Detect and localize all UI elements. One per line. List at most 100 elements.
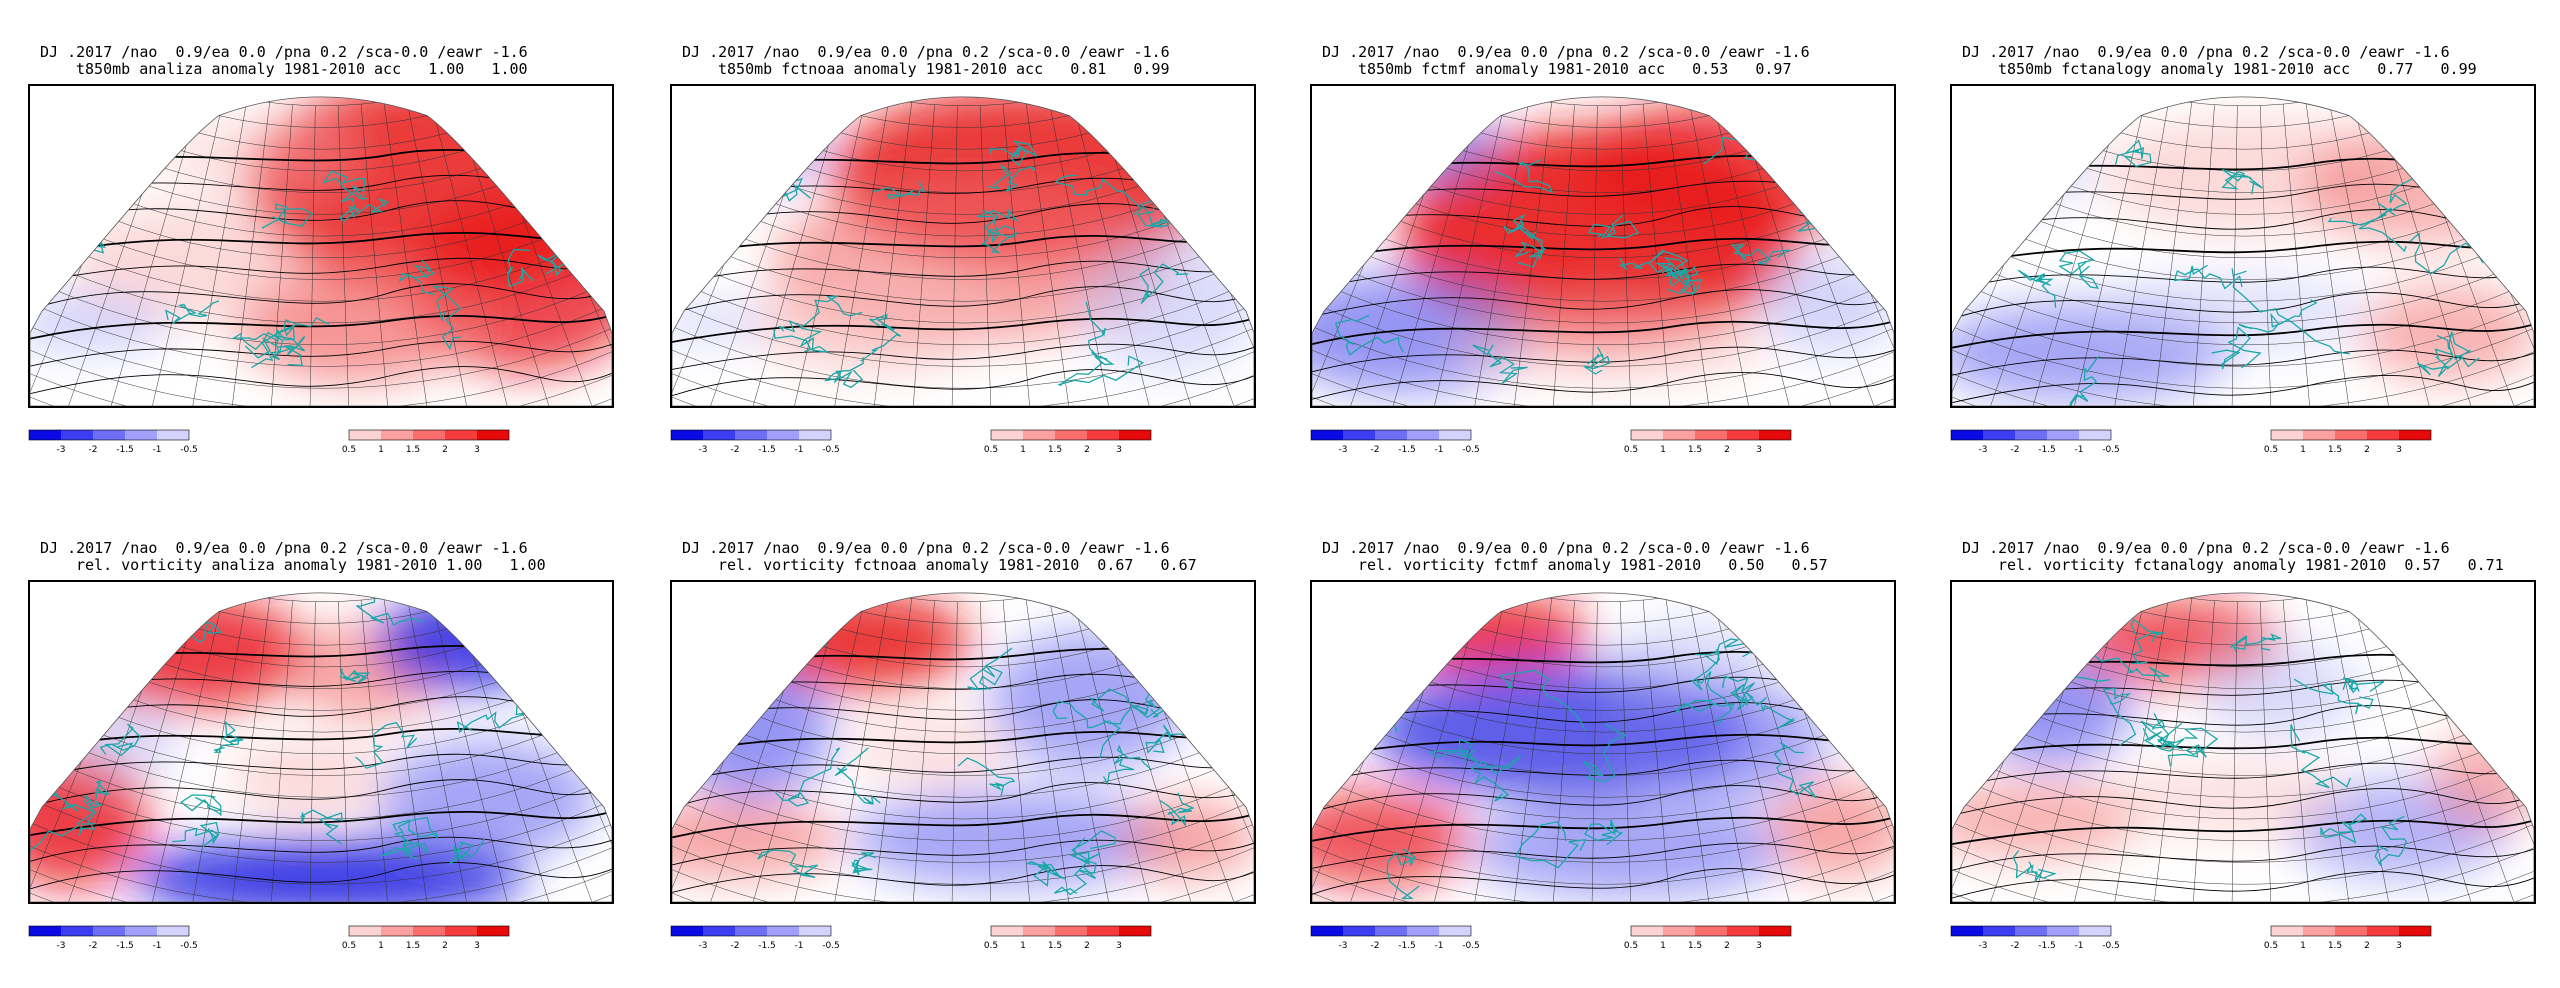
- colorbar-swatch-neg: [2047, 430, 2079, 440]
- colorbar-swatch-neg: [1311, 926, 1343, 936]
- colorbar-swatch-pos: [1023, 926, 1055, 936]
- colorbar-tick-label: -3: [57, 445, 66, 455]
- panel-title: DJ .2017 /nao 0.9/ea 0.0 /pna 0.2 /sca-0…: [28, 44, 628, 80]
- map-vort-noaa: [672, 592, 1254, 902]
- colorbar-tick-label: -1.5: [116, 941, 134, 951]
- colorbar-swatch-pos: [991, 926, 1023, 936]
- panel-header: DJ .2017 /nao 0.9/ea 0.0 /pna 0.2 /sca-0…: [682, 43, 1170, 61]
- colorbar-swatch-pos: [1727, 926, 1759, 936]
- panel-subtitle: rel. vorticity analiza anomaly 1981-2010…: [76, 556, 546, 574]
- colorbar-swatch-neg: [1951, 430, 1983, 440]
- colorbar: -3 -2 -1.5 -1 -0.5 0.5 1 1.5 2 3: [1310, 924, 1896, 954]
- colorbar-swatch-neg: [1439, 430, 1471, 440]
- colorbar-tick-label: 2: [442, 445, 448, 455]
- colorbar-swatch-pos: [2271, 926, 2303, 936]
- colorbar-svg: -3 -2 -1.5 -1 -0.5 0.5 1 1.5 2 3: [1310, 429, 1792, 455]
- colorbar-swatch-neg: [93, 430, 125, 440]
- colorbar-tick-label: 2: [2364, 445, 2370, 455]
- colorbar-tick-label: 2: [1084, 941, 1090, 951]
- colorbar-swatch-neg: [125, 430, 157, 440]
- colorbar-swatch-pos: [2367, 926, 2399, 936]
- colorbar-swatch-pos: [1695, 926, 1727, 936]
- colorbar: -3 -2 -1.5 -1 -0.5 0.5 1 1.5 2 3: [1310, 428, 1896, 458]
- panel-title: DJ .2017 /nao 0.9/ea 0.0 /pna 0.2 /sca-0…: [670, 540, 1270, 576]
- map-t850-analogy: [1952, 96, 2534, 406]
- colorbar-swatch-pos: [349, 430, 381, 440]
- colorbar-swatch-pos: [991, 430, 1023, 440]
- panel-title: DJ .2017 /nao 0.9/ea 0.0 /pna 0.2 /sca-0…: [28, 540, 628, 576]
- colorbar-swatch-pos: [1055, 430, 1087, 440]
- colorbar: -3 -2 -1.5 -1 -0.5 0.5 1 1.5 2 3: [28, 428, 614, 458]
- colorbar-tick-label: -3: [1979, 941, 1988, 951]
- colorbar-swatch-pos: [1727, 430, 1759, 440]
- panel-header: DJ .2017 /nao 0.9/ea 0.0 /pna 0.2 /sca-0…: [1322, 43, 1810, 61]
- colorbar-svg: -3 -2 -1.5 -1 -0.5 0.5 1 1.5 2 3: [670, 925, 1152, 951]
- colorbar-swatch-neg: [2079, 926, 2111, 936]
- colorbar-swatch-pos: [2367, 430, 2399, 440]
- colorbar-swatch-pos: [381, 926, 413, 936]
- colorbar-tick-label: 0.5: [342, 941, 356, 951]
- colorbar-tick-label: -0.5: [822, 941, 840, 951]
- colorbar-swatch-pos: [1023, 430, 1055, 440]
- colorbar-tick-label: 2: [2364, 941, 2370, 951]
- colorbar: -3 -2 -1.5 -1 -0.5 0.5 1 1.5 2 3: [1950, 924, 2536, 954]
- map-vort-analogy: [1952, 592, 2534, 902]
- colorbar-swatch-pos: [1631, 926, 1663, 936]
- colorbar-swatch-pos: [2399, 926, 2431, 936]
- colorbar: -3 -2 -1.5 -1 -0.5 0.5 1 1.5 2 3: [670, 428, 1256, 458]
- colorbar-swatch-neg: [61, 926, 93, 936]
- colorbar-swatch-pos: [1759, 926, 1791, 936]
- colorbar-tick-label: -3: [1979, 445, 1988, 455]
- colorbar-swatch-pos: [1663, 430, 1695, 440]
- colorbar-tick-label: -1: [1435, 941, 1444, 951]
- colorbar-svg: -3 -2 -1.5 -1 -0.5 0.5 1 1.5 2 3: [1950, 429, 2432, 455]
- colorbar-tick-label: -3: [699, 445, 708, 455]
- colorbar-swatch-neg: [671, 430, 703, 440]
- colorbar-svg: -3 -2 -1.5 -1 -0.5 0.5 1 1.5 2 3: [28, 925, 510, 951]
- colorbar-swatch-neg: [703, 430, 735, 440]
- colorbar-tick-label: 2: [442, 941, 448, 951]
- panel-header: DJ .2017 /nao 0.9/ea 0.0 /pna 0.2 /sca-0…: [40, 43, 528, 61]
- colorbar-tick-label: -1.5: [2038, 941, 2056, 951]
- map-frame: [28, 580, 614, 904]
- map-frame: [1950, 580, 2536, 904]
- panel-subtitle: rel. vorticity fctmf anomaly 1981-2010 0…: [1358, 556, 1828, 574]
- colorbar-tick-label: 3: [2396, 941, 2402, 951]
- colorbar-tick-label: -0.5: [2102, 445, 2120, 455]
- colorbar-tick-label: 1: [1020, 941, 1026, 951]
- colorbar-tick-label: -0.5: [180, 941, 198, 951]
- map-frame: [670, 84, 1256, 408]
- map-t850-noaa: [672, 96, 1254, 406]
- colorbar-swatch-pos: [1119, 430, 1151, 440]
- colorbar-swatch-pos: [477, 926, 509, 936]
- panel-header: DJ .2017 /nao 0.9/ea 0.0 /pna 0.2 /sca-0…: [1322, 539, 1810, 557]
- colorbar-swatch-pos: [1119, 926, 1151, 936]
- colorbar-tick-label: 3: [474, 445, 480, 455]
- colorbar-swatch-neg: [29, 430, 61, 440]
- colorbar-tick-label: 1: [1020, 445, 1026, 455]
- colorbar-tick-label: -1: [153, 941, 162, 951]
- colorbar-tick-label: 2: [1724, 941, 1730, 951]
- colorbar-tick-label: 0.5: [2264, 941, 2278, 951]
- colorbar-swatch-pos: [2335, 430, 2367, 440]
- colorbar-swatch-neg: [1343, 926, 1375, 936]
- map-vort-analysis: [30, 592, 612, 902]
- colorbar-swatch-neg: [735, 430, 767, 440]
- colorbar-tick-label: -1.5: [758, 445, 776, 455]
- map-frame: [1950, 84, 2536, 408]
- colorbar-swatch-neg: [2015, 926, 2047, 936]
- colorbar-tick-label: -1.5: [116, 445, 134, 455]
- colorbar-tick-label: 1: [2300, 445, 2306, 455]
- map-vort-mf: [1312, 592, 1894, 902]
- colorbar-tick-label: -0.5: [1462, 941, 1480, 951]
- colorbar-tick-label: -3: [699, 941, 708, 951]
- colorbar-swatch-neg: [1951, 926, 1983, 936]
- map-t850-analysis: [30, 96, 612, 406]
- colorbar-swatch-pos: [2303, 430, 2335, 440]
- colorbar-tick-label: 1.5: [1048, 445, 1062, 455]
- colorbar-swatch-pos: [2303, 926, 2335, 936]
- panel-title: DJ .2017 /nao 0.9/ea 0.0 /pna 0.2 /sca-0…: [1950, 44, 2550, 80]
- colorbar-tick-label: -3: [57, 941, 66, 951]
- colorbar-tick-label: 1.5: [2328, 445, 2342, 455]
- colorbar-swatch-neg: [767, 926, 799, 936]
